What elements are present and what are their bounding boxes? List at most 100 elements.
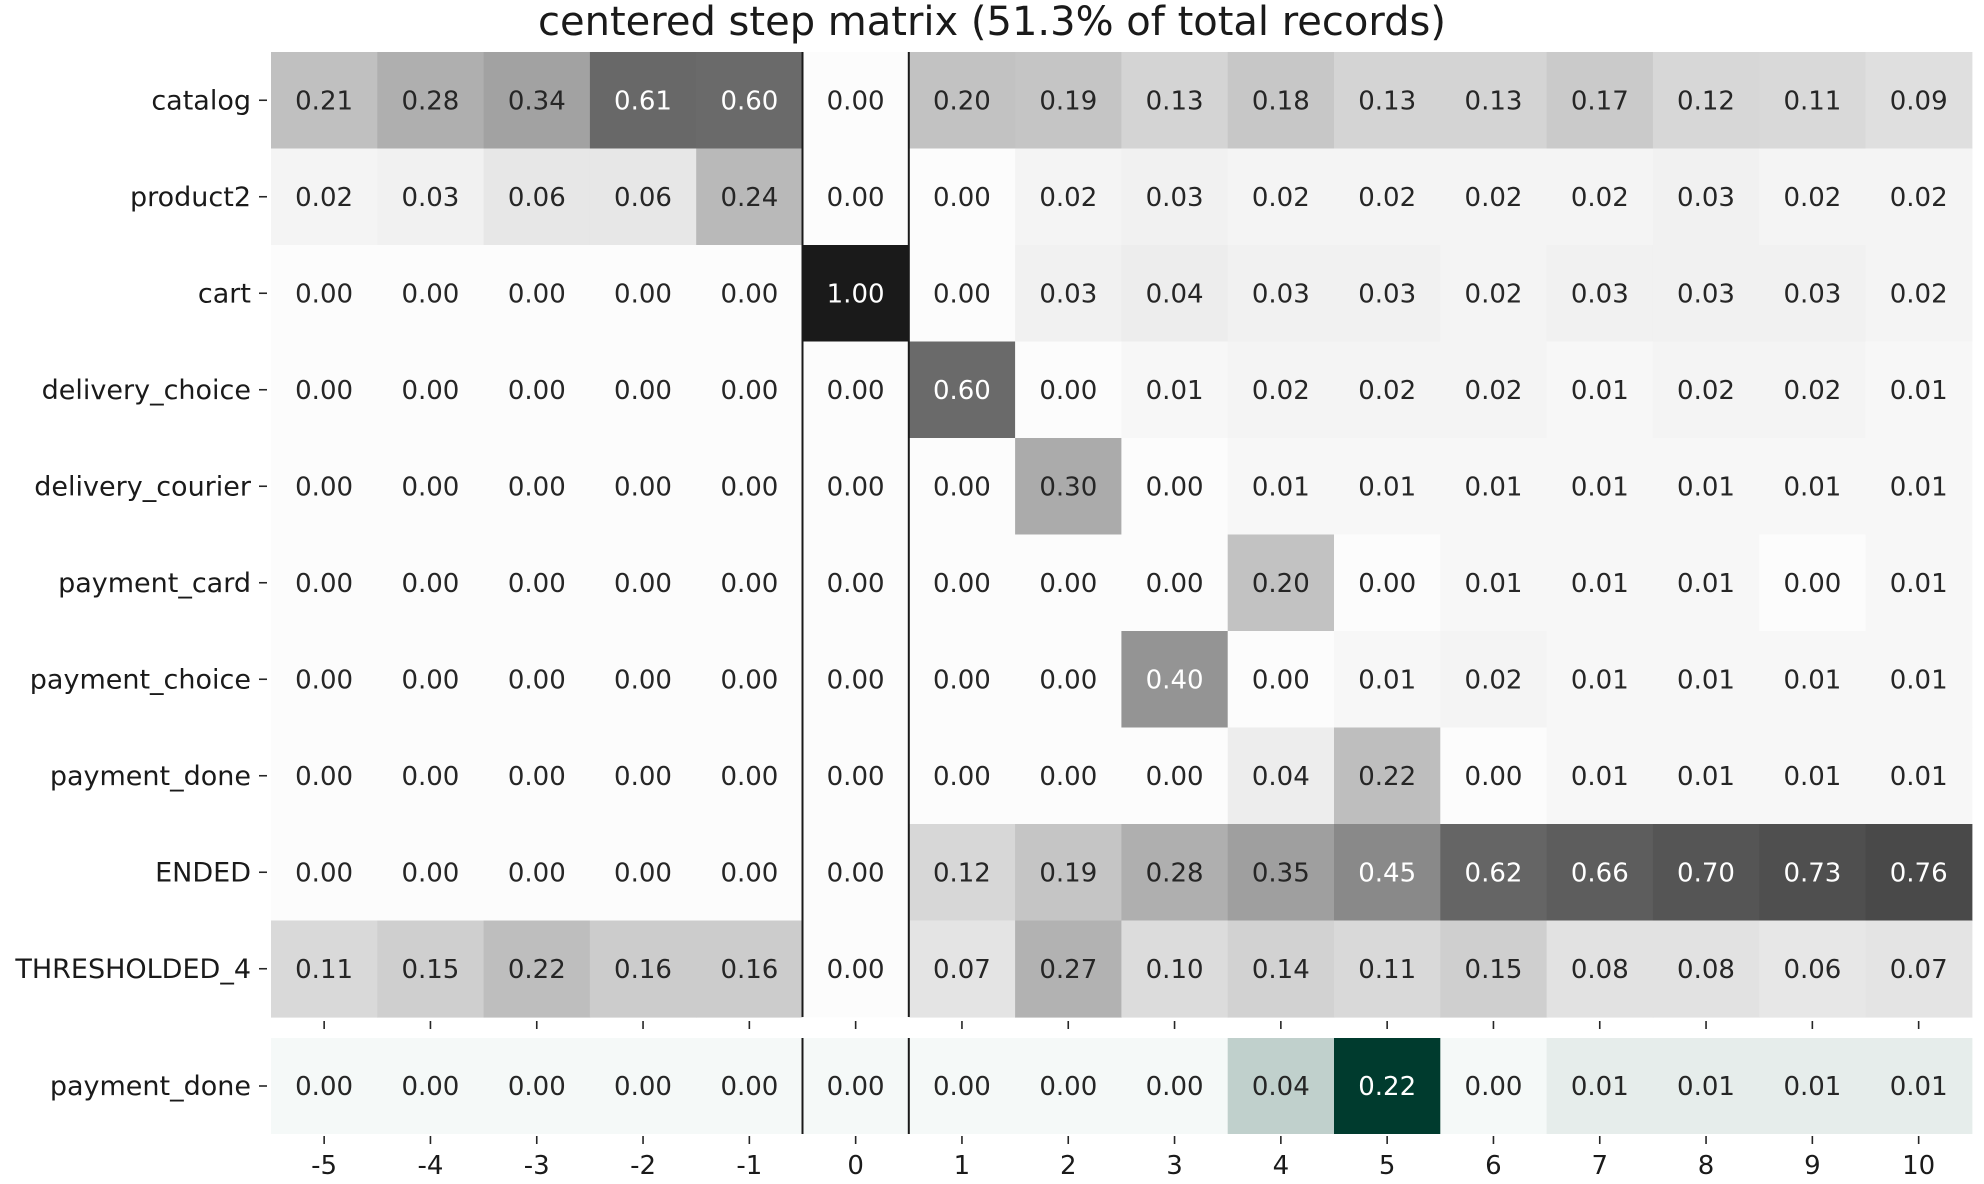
heatmap-cell <box>1440 148 1548 246</box>
heatmap-cell <box>589 534 697 632</box>
cell-value-label: 0.18 <box>1252 86 1310 116</box>
heatmap-cell <box>377 438 485 536</box>
cell-value-label: 0.04 <box>1146 279 1204 309</box>
cell-value-label: 0.00 <box>508 858 566 888</box>
cell-value-label: 0.03 <box>1571 279 1629 309</box>
heatmap-cell <box>377 727 485 825</box>
cell-value-label: 0.02 <box>1465 279 1523 309</box>
cell-value-label: 0.70 <box>1677 858 1735 888</box>
heatmap-cell <box>483 631 591 729</box>
heatmap-cell <box>908 727 1016 825</box>
heatmap-cell <box>1334 438 1441 536</box>
heatmap-cell <box>1227 727 1335 825</box>
cell-value-label: 0.00 <box>933 762 991 792</box>
cell-value-label: 0.07 <box>1890 955 1948 985</box>
heatmap-cell <box>1652 438 1760 536</box>
cell-value-label: 0.00 <box>1358 569 1416 599</box>
heatmap-cell <box>377 52 485 150</box>
cell-value-label: 0.01 <box>1358 472 1416 502</box>
cell-value-label: 0.00 <box>720 472 778 502</box>
heatmap-cell <box>1227 52 1335 150</box>
cell-value-label: 0.01 <box>1571 665 1629 695</box>
cell-value-label: 0.01 <box>1358 665 1416 695</box>
heatmap-cell <box>1015 341 1122 439</box>
cell-value-label: 0.03 <box>1252 279 1310 309</box>
target-cell-value-label: 0.00 <box>295 1072 353 1102</box>
heatmap-cell <box>1015 148 1122 246</box>
heatmap-cell <box>1015 245 1122 343</box>
heatmap-cell <box>1121 341 1229 439</box>
heatmap-cell <box>271 148 378 246</box>
x-tick-label: -2 <box>630 1151 656 1181</box>
row-label: payment_choice <box>30 664 251 695</box>
heatmap-cell <box>271 341 378 439</box>
target-heatmap-cells: 0.00 0.00 0.00 0.00 0.00 0.00 0.00 0.00 0.00 0.04… <box>271 1038 1973 1134</box>
heatmap-cell <box>1440 52 1548 150</box>
target-heatmap-cell <box>589 1038 697 1134</box>
cell-value-label: 0.01 <box>1677 665 1735 695</box>
heatmap-cell <box>1440 534 1548 632</box>
cell-value-label: 0.01 <box>1890 665 1948 695</box>
cell-value-label: 0.02 <box>1890 183 1948 213</box>
cell-value-label: 0.01 <box>1890 472 1948 502</box>
cell-value-label: 0.12 <box>933 858 991 888</box>
heatmap-cell <box>1759 824 1867 922</box>
cell-value-label: 0.02 <box>1677 376 1735 406</box>
cell-value-label: 0.19 <box>1039 86 1097 116</box>
cell-value-label: 0.00 <box>401 569 459 599</box>
cell-value-label: 0.03 <box>1358 279 1416 309</box>
heatmap-cell <box>1865 148 1973 246</box>
target-heatmap-cell <box>1865 1038 1973 1134</box>
target-cell-value-label: 0.00 <box>720 1072 778 1102</box>
heatmap-cell <box>802 341 910 439</box>
heatmap-cell <box>1227 920 1335 1018</box>
heatmap-cell <box>908 438 1016 536</box>
cell-value-label: 0.00 <box>508 762 566 792</box>
cell-value-label: 0.01 <box>1890 376 1948 406</box>
heatmap-cell <box>1227 438 1335 536</box>
row-label: payment_card <box>58 568 251 599</box>
heatmap-cell <box>1865 534 1973 632</box>
heatmap-cell <box>1546 148 1654 246</box>
cell-value-label: 0.28 <box>1146 858 1204 888</box>
cell-value-label: 0.00 <box>401 472 459 502</box>
chart-title: centered step matrix (51.3% of total rec… <box>538 0 1446 45</box>
cell-value-label: 0.04 <box>1252 762 1310 792</box>
cell-value-label: 0.01 <box>1465 569 1523 599</box>
cell-value-label: 0.66 <box>1571 858 1629 888</box>
heatmap-cell <box>1652 824 1760 922</box>
cell-value-label: 0.00 <box>295 858 353 888</box>
cell-value-label: 0.01 <box>1571 569 1629 599</box>
cell-value-label: 0.02 <box>1783 183 1841 213</box>
heatmap-cell <box>1652 534 1760 632</box>
cell-value-label: 0.03 <box>1039 279 1097 309</box>
target-cell-value-label: 0.22 <box>1358 1072 1416 1102</box>
target-heatmap-cell <box>1334 1038 1441 1134</box>
heatmap-cell <box>1334 920 1441 1018</box>
heatmap-cell <box>696 631 804 729</box>
heatmap-cell <box>1334 341 1441 439</box>
cell-value-label: 0.00 <box>1146 472 1204 502</box>
heatmap-cell <box>271 52 378 150</box>
heatmap-cell <box>1759 341 1867 439</box>
heatmap-cell <box>1334 534 1441 632</box>
cell-value-label: 0.01 <box>1677 472 1735 502</box>
cell-value-label: 0.00 <box>295 762 353 792</box>
cell-value-label: 0.00 <box>508 472 566 502</box>
cell-value-label: 0.00 <box>295 665 353 695</box>
row-label: product2 <box>130 182 251 213</box>
heatmap-cell <box>589 245 697 343</box>
cell-value-label: 0.00 <box>720 858 778 888</box>
cell-value-label: 0.00 <box>720 665 778 695</box>
heatmap-cell <box>1759 727 1867 825</box>
heatmap-cell <box>1227 148 1335 246</box>
cell-value-label: 0.00 <box>827 569 885 599</box>
cell-value-label: 0.00 <box>827 472 885 502</box>
target-cell-value-label: 0.00 <box>933 1072 991 1102</box>
row-label: ENDED <box>155 857 251 888</box>
heatmap-cell <box>1759 52 1867 150</box>
cell-value-label: 0.00 <box>614 858 672 888</box>
heatmap-cell <box>1759 534 1867 632</box>
heatmap-cell <box>908 245 1016 343</box>
